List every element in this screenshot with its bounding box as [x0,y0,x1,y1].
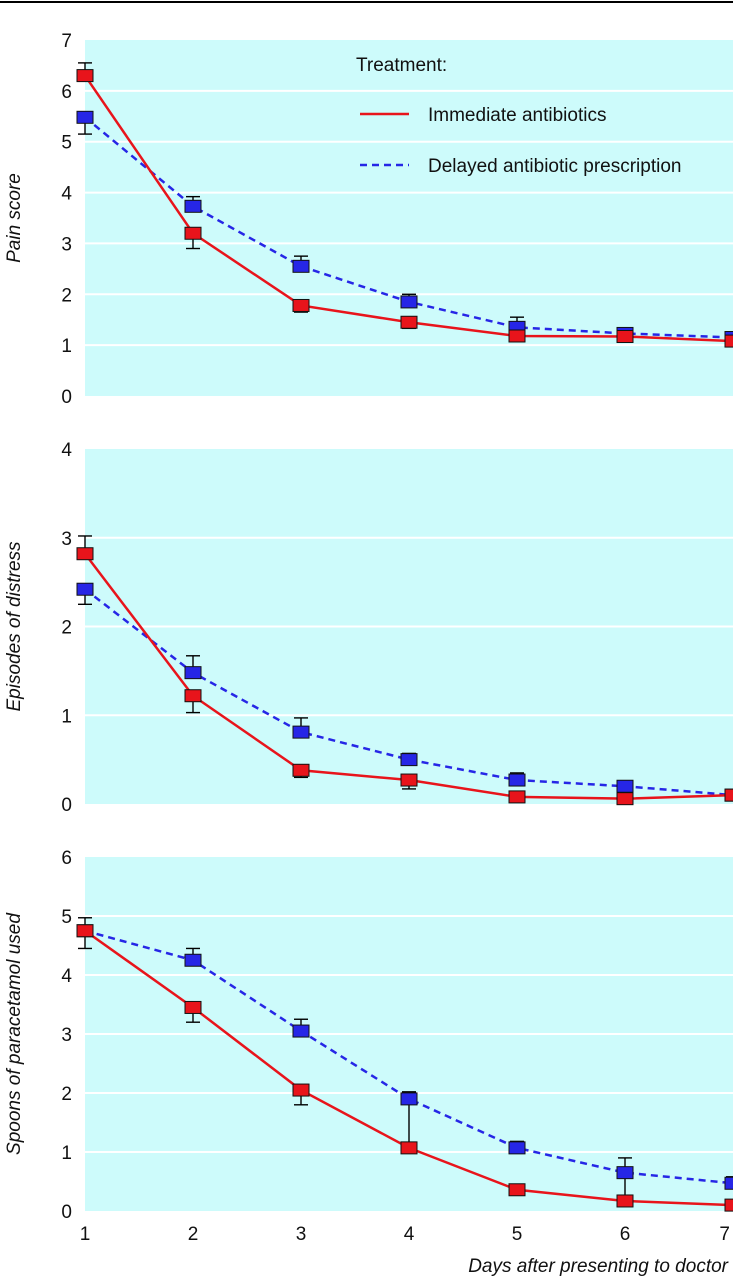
x-tick-label: 2 [188,1224,199,1245]
data-point-delayed [292,725,310,739]
data-point-immediate [616,329,634,343]
x-tick-label: 7 [719,1224,730,1245]
x-tick-label: 6 [620,1224,631,1245]
x-tick-label: 1 [80,1224,91,1245]
data-point-immediate [508,1183,526,1197]
data-point-delayed [400,753,418,767]
y-axis-label: Spoons of paracetamol used [4,912,25,1155]
data-point-immediate [184,226,202,240]
data-point-immediate [184,1000,202,1014]
data-point-immediate [400,1141,418,1155]
data-point-immediate [292,763,310,777]
data-point-immediate [400,315,418,329]
data-point-immediate [508,329,526,343]
x-tick-label: 3 [296,1224,307,1245]
y-tick-label: 2 [61,618,72,639]
y-tick-label: 0 [61,795,72,816]
y-tick-label: 2 [61,1084,72,1105]
legend-title: Treatment: [356,55,447,76]
data-point-immediate [76,69,94,83]
legend: Treatment: Immediate antibiotics Delayed… [356,55,681,177]
data-point-delayed [184,953,202,967]
data-point-delayed [508,1141,526,1155]
data-point-immediate [184,689,202,703]
y-tick-label: 1 [61,706,72,727]
data-point-delayed [76,582,94,596]
y-axis-label: Pain score [4,173,25,263]
x-axis-label: Days after presenting to doctor [468,1256,728,1277]
data-point-immediate [724,1198,733,1212]
data-point-delayed [184,666,202,680]
y-tick-label: 5 [61,133,72,154]
data-point-immediate [292,298,310,312]
data-point-delayed [616,779,634,793]
data-point-immediate [76,924,94,938]
data-point-delayed [76,110,94,124]
data-point-delayed [616,1166,634,1180]
pain-score-panel: 0 1 2 3 4 5 6 7 Pain score [4,31,733,408]
y-tick-label: 4 [61,184,72,205]
legend-label-delayed: Delayed antibiotic prescription [428,156,681,177]
y-tick-label: 1 [61,336,72,357]
y-tick-label: 3 [61,1025,72,1046]
y-tick-label: 6 [61,82,72,103]
y-tick-label: 2 [61,285,72,306]
y-tick-label: 4 [61,966,72,987]
data-point-immediate [76,547,94,561]
y-tick-label: 0 [61,1202,72,1223]
y-tick-label: 4 [61,440,72,461]
y-tick-label: 0 [61,387,72,408]
y-tick-label: 5 [61,907,72,928]
y-tick-label: 7 [61,31,72,52]
legend-label-immediate: Immediate antibiotics [428,105,606,126]
y-tick-label: 6 [61,848,72,869]
data-point-delayed [400,295,418,309]
data-point-immediate [616,792,634,806]
data-point-immediate [724,788,733,802]
data-point-immediate [616,1194,634,1208]
data-point-delayed [292,1024,310,1038]
y-tick-label: 1 [61,1143,72,1164]
data-point-immediate [292,1083,310,1097]
data-point-immediate [508,790,526,804]
y-axis-label: Episodes of distress [4,541,25,712]
data-point-delayed [400,1092,418,1106]
data-point-delayed [724,1176,733,1190]
data-point-immediate [724,334,733,348]
data-point-immediate [400,773,418,787]
y-tick-label: 3 [61,234,72,255]
y-tick-label: 3 [61,529,72,550]
data-point-delayed [508,773,526,787]
data-point-delayed [184,199,202,213]
x-tick-label: 5 [512,1224,523,1245]
episodes-of-distress-panel: 0 1 2 3 4 Episodes of distress [4,440,733,816]
x-tick-label: 4 [404,1224,415,1245]
data-point-delayed [292,259,310,273]
